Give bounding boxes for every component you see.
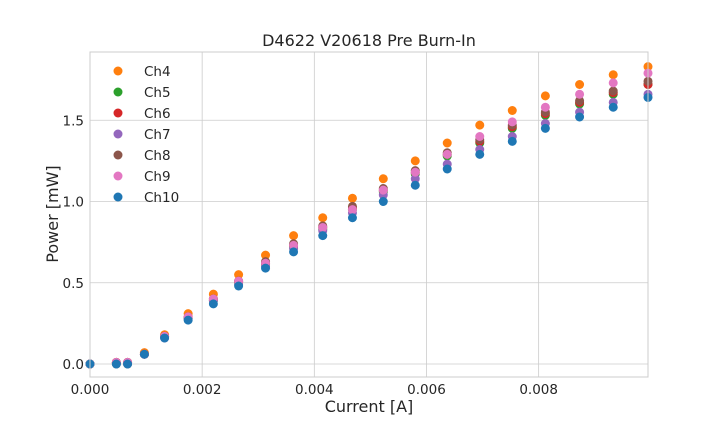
- data-point: [442, 164, 452, 174]
- data-point: [183, 315, 193, 325]
- legend-label: Ch4: [144, 64, 171, 80]
- x-tick-label: 0.008: [519, 382, 558, 398]
- data-point: [507, 117, 517, 127]
- data-point: [378, 174, 388, 184]
- data-point: [608, 102, 618, 112]
- data-point: [475, 132, 485, 141]
- chart-title: D4622 V20618 Pre Burn-In: [262, 31, 476, 50]
- data-point: [289, 247, 299, 257]
- data-point: [378, 197, 388, 206]
- data-point: [347, 205, 357, 215]
- data-point: [608, 86, 618, 96]
- y-tick-label: 0.5: [63, 276, 84, 292]
- data-point: [608, 78, 618, 88]
- legend-label: Ch7: [144, 127, 171, 143]
- data-point: [261, 263, 271, 273]
- legend-label: Ch5: [144, 85, 171, 101]
- data-point: [378, 185, 388, 195]
- data-point: [575, 112, 585, 122]
- data-point: [575, 80, 585, 89]
- plot-area: [90, 52, 648, 377]
- legend-marker: [113, 129, 123, 139]
- data-point: [123, 359, 133, 369]
- data-point: [608, 70, 618, 80]
- data-point: [475, 120, 485, 130]
- tick-labels: 0.000 0.002 0.004 0.006 0.008 0.0 0.5 1.0 1.5: [63, 113, 558, 398]
- data-point: [507, 106, 517, 115]
- data-point: [289, 240, 299, 250]
- x-tick-label: 0.000: [71, 382, 110, 398]
- data-point: [540, 91, 550, 101]
- legend-marker: [113, 87, 123, 97]
- y-axis-label: Power [mW]: [43, 165, 62, 262]
- data-point: [139, 349, 149, 359]
- data-point: [575, 89, 585, 99]
- data-point: [410, 180, 420, 190]
- x-tick-label: 0.004: [295, 382, 334, 398]
- legend-marker: [113, 108, 123, 118]
- data-point: [318, 213, 328, 223]
- data-point: [318, 231, 328, 241]
- x-tick-label: 0.002: [183, 382, 222, 398]
- legend-label: Ch10: [144, 190, 179, 206]
- legend-marker: [113, 171, 123, 181]
- x-tick-label: 0.006: [407, 382, 446, 398]
- data-point: [575, 96, 585, 106]
- data-point: [442, 149, 452, 159]
- data-point: [234, 270, 244, 280]
- legend-label: Ch8: [144, 148, 171, 164]
- data-point: [347, 193, 357, 203]
- legend: Ch4 Ch5 Ch6 Ch7 Ch8 Ch9 Ch10: [113, 64, 179, 206]
- data-point: [347, 213, 357, 223]
- data-point: [507, 136, 517, 146]
- data-point: [261, 250, 271, 260]
- y-tick-label: 0.0: [63, 357, 84, 373]
- legend-label: Ch9: [144, 169, 171, 185]
- data-point: [208, 299, 218, 309]
- plot-frame: [89, 51, 649, 378]
- data-point: [289, 231, 299, 241]
- data-point: [410, 156, 420, 166]
- grid-lines: [89, 52, 648, 377]
- legend-marker: [113, 66, 123, 76]
- legend-label: Ch6: [144, 106, 171, 122]
- data-point: [540, 123, 550, 133]
- x-axis-label: Current [A]: [325, 397, 414, 416]
- data-point: [160, 333, 170, 343]
- data-point: [410, 167, 420, 177]
- y-tick-label: 1.0: [63, 195, 84, 211]
- legend-marker: [113, 150, 123, 160]
- data-point: [475, 149, 485, 159]
- legend-marker: [113, 192, 123, 202]
- y-tick-label: 1.5: [63, 113, 84, 129]
- data-point: [234, 281, 244, 291]
- data-point: [318, 223, 328, 232]
- data-point: [540, 102, 550, 112]
- data-point: [410, 174, 420, 184]
- data-point: [111, 359, 121, 369]
- data-point: [442, 138, 452, 148]
